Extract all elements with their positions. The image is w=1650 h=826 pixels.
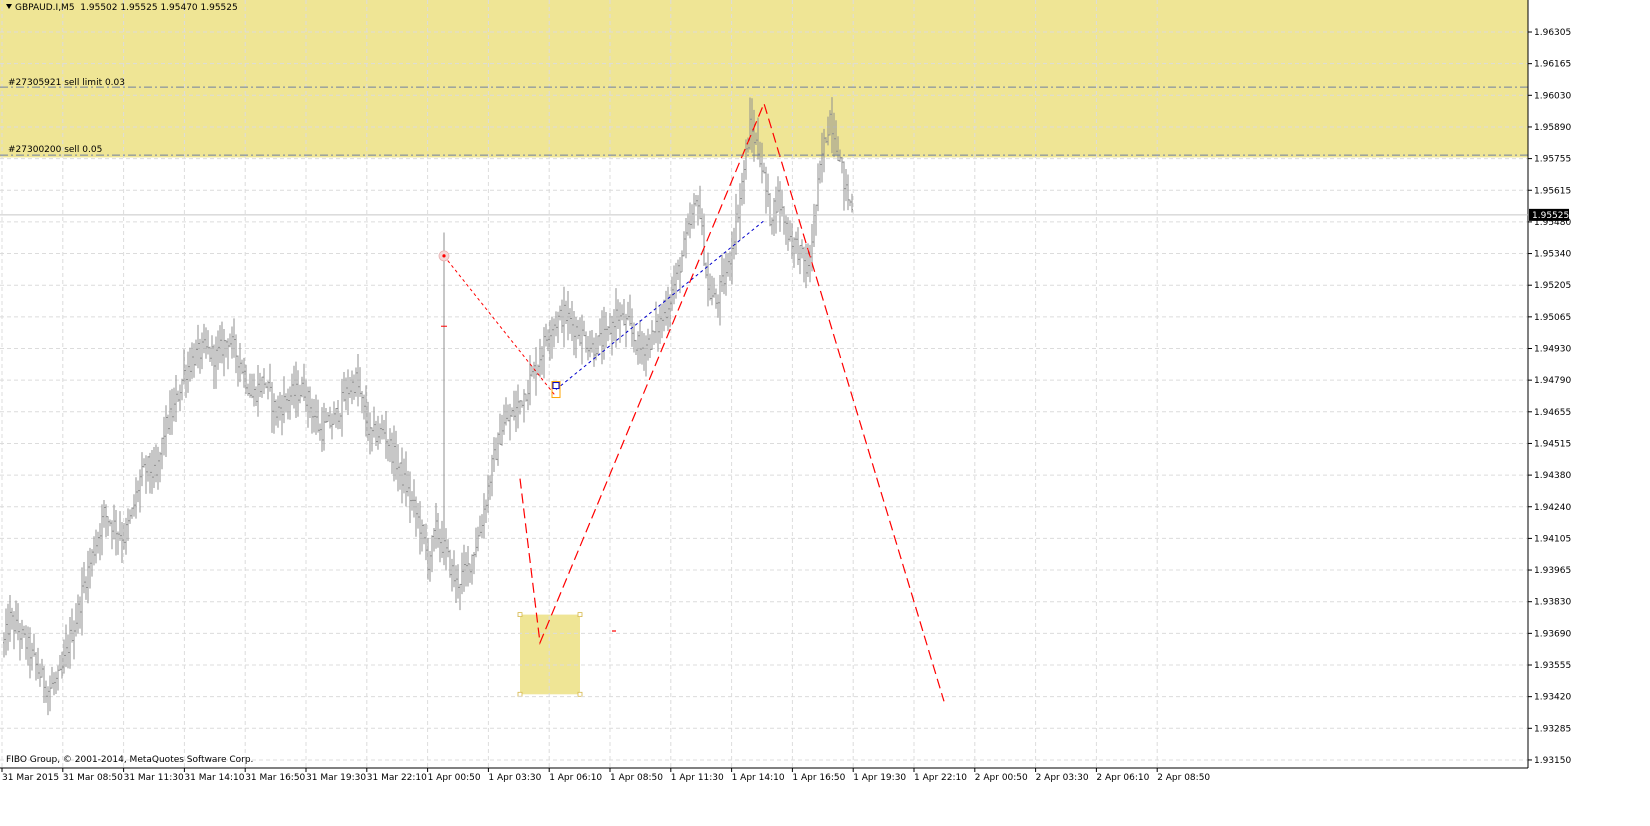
- chevron-down-icon[interactable]: [6, 4, 12, 9]
- price-bars: [3, 97, 853, 716]
- y-tick-label: 1.96305: [1534, 28, 1571, 38]
- zone-handle[interactable]: [517, 612, 523, 617]
- y-tick-label: 1.93965: [1534, 566, 1571, 576]
- chart-title: GBPAUD.I,M5 1.95502 1.95525 1.95470 1.95…: [6, 3, 238, 13]
- zone-handle[interactable]: [577, 612, 583, 617]
- supply-demand-zones: [0, 0, 1528, 697]
- order-lines[interactable]: [0, 86, 1528, 156]
- zone-handle[interactable]: [577, 691, 583, 697]
- support-zone[interactable]: [520, 614, 580, 695]
- x-tick-label: 31 Mar 22:10: [367, 773, 427, 783]
- y-tick-label: 1.94655: [1534, 408, 1571, 418]
- y-tick-label: 1.93420: [1534, 693, 1571, 703]
- y-tick-label: 1.93150: [1534, 756, 1571, 766]
- y-tick-label: 1.94930: [1534, 345, 1571, 355]
- trend-annotations[interactable]: [438, 101, 945, 702]
- x-tick-label: 2 Apr 03:30: [1036, 773, 1089, 783]
- x-tick-label: 31 Mar 11:30: [124, 773, 184, 783]
- y-tick-label: 1.94380: [1534, 471, 1571, 481]
- x-tick-label: 2 Apr 06:10: [1096, 773, 1149, 783]
- x-tick-label: 31 Mar 19:30: [306, 773, 366, 783]
- x-tick-label: 31 Mar 08:50: [63, 773, 123, 783]
- marker-dot-center: [442, 254, 446, 258]
- x-tick-label: 31 Mar 14:10: [184, 773, 244, 783]
- y-tick-label: 1.95480: [1534, 218, 1571, 228]
- x-tick-label: 1 Apr 03:30: [488, 773, 541, 783]
- copyright-text: FIBO Group, © 2001-2014, MetaQuotes Soft…: [6, 755, 254, 765]
- x-tick-label: 1 Apr 00:50: [428, 773, 481, 783]
- y-tick-label: 1.93690: [1534, 629, 1571, 639]
- y-tick-label: 1.96030: [1534, 91, 1571, 101]
- y-tick-label: 1.95340: [1534, 250, 1571, 260]
- order-label-sell[interactable]: #27300200 sell 0.05: [8, 145, 103, 155]
- y-tick-label: 1.94240: [1534, 503, 1571, 513]
- x-tick-label: 2 Apr 08:50: [1157, 773, 1210, 783]
- zigzag-projection[interactable]: [519, 101, 945, 702]
- y-tick-label: 1.93830: [1534, 598, 1571, 608]
- x-tick-label: 1 Apr 16:50: [792, 773, 845, 783]
- time-axis[interactable]: 31 Mar 2015 31 Mar 08:50 31 Mar 11:30 31 Ma…: [1, 768, 1210, 783]
- x-tick-label: 1 Apr 19:30: [853, 773, 906, 783]
- x-tick-label: 1 Apr 06:10: [549, 773, 602, 783]
- y-tick-label: 1.93555: [1534, 661, 1571, 671]
- y-tick-label: 1.95755: [1534, 155, 1571, 165]
- entry-marker[interactable]: [551, 381, 561, 399]
- y-tick-label: 1.96165: [1534, 60, 1571, 70]
- y-tick-label: 1.95065: [1534, 313, 1571, 323]
- price-axis[interactable]: 1.96305 1.96165 1.96030 1.95890 1.95755 1.956…: [1528, 28, 1571, 766]
- chart-ohlc: 1.95502 1.95525 1.95470 1.95525: [80, 3, 238, 13]
- zone-handle[interactable]: [517, 691, 523, 697]
- price-tag-box: [1529, 208, 1569, 221]
- y-tick-label: 1.94790: [1534, 376, 1571, 386]
- price-tag-label: 1.95525: [1532, 211, 1569, 221]
- y-tick-label: 1.95615: [1534, 186, 1571, 196]
- x-tick-label: 1 Apr 14:10: [732, 773, 785, 783]
- x-tick-label: 1 Apr 11:30: [671, 773, 724, 783]
- y-tick-label: 1.95890: [1534, 123, 1571, 133]
- y-tick-label: 1.93285: [1534, 724, 1571, 734]
- x-tick-label: 1 Apr 22:10: [914, 773, 967, 783]
- order-label-sell-limit[interactable]: #27305921 sell limit 0.03: [8, 78, 125, 88]
- current-price-tag: 1.95525: [0, 208, 1569, 221]
- y-tick-label: 1.94515: [1534, 439, 1571, 449]
- blue-trend-line[interactable]: [555, 220, 765, 390]
- x-tick-label: 31 Mar 16:50: [245, 773, 305, 783]
- entry-marker-top: [552, 382, 560, 390]
- y-tick-label: 1.95205: [1534, 281, 1571, 291]
- x-tick-label: 31 Mar 2015: [2, 773, 59, 783]
- x-tick-label: 1 Apr 08:50: [610, 773, 663, 783]
- resistance-zone[interactable]: [0, 0, 1528, 158]
- x-tick-label: 2 Apr 00:50: [975, 773, 1028, 783]
- chart-symbol: GBPAUD.I,M5: [15, 3, 75, 13]
- y-tick-label: 1.94105: [1534, 534, 1571, 544]
- grid-lines: [0, 0, 1528, 768]
